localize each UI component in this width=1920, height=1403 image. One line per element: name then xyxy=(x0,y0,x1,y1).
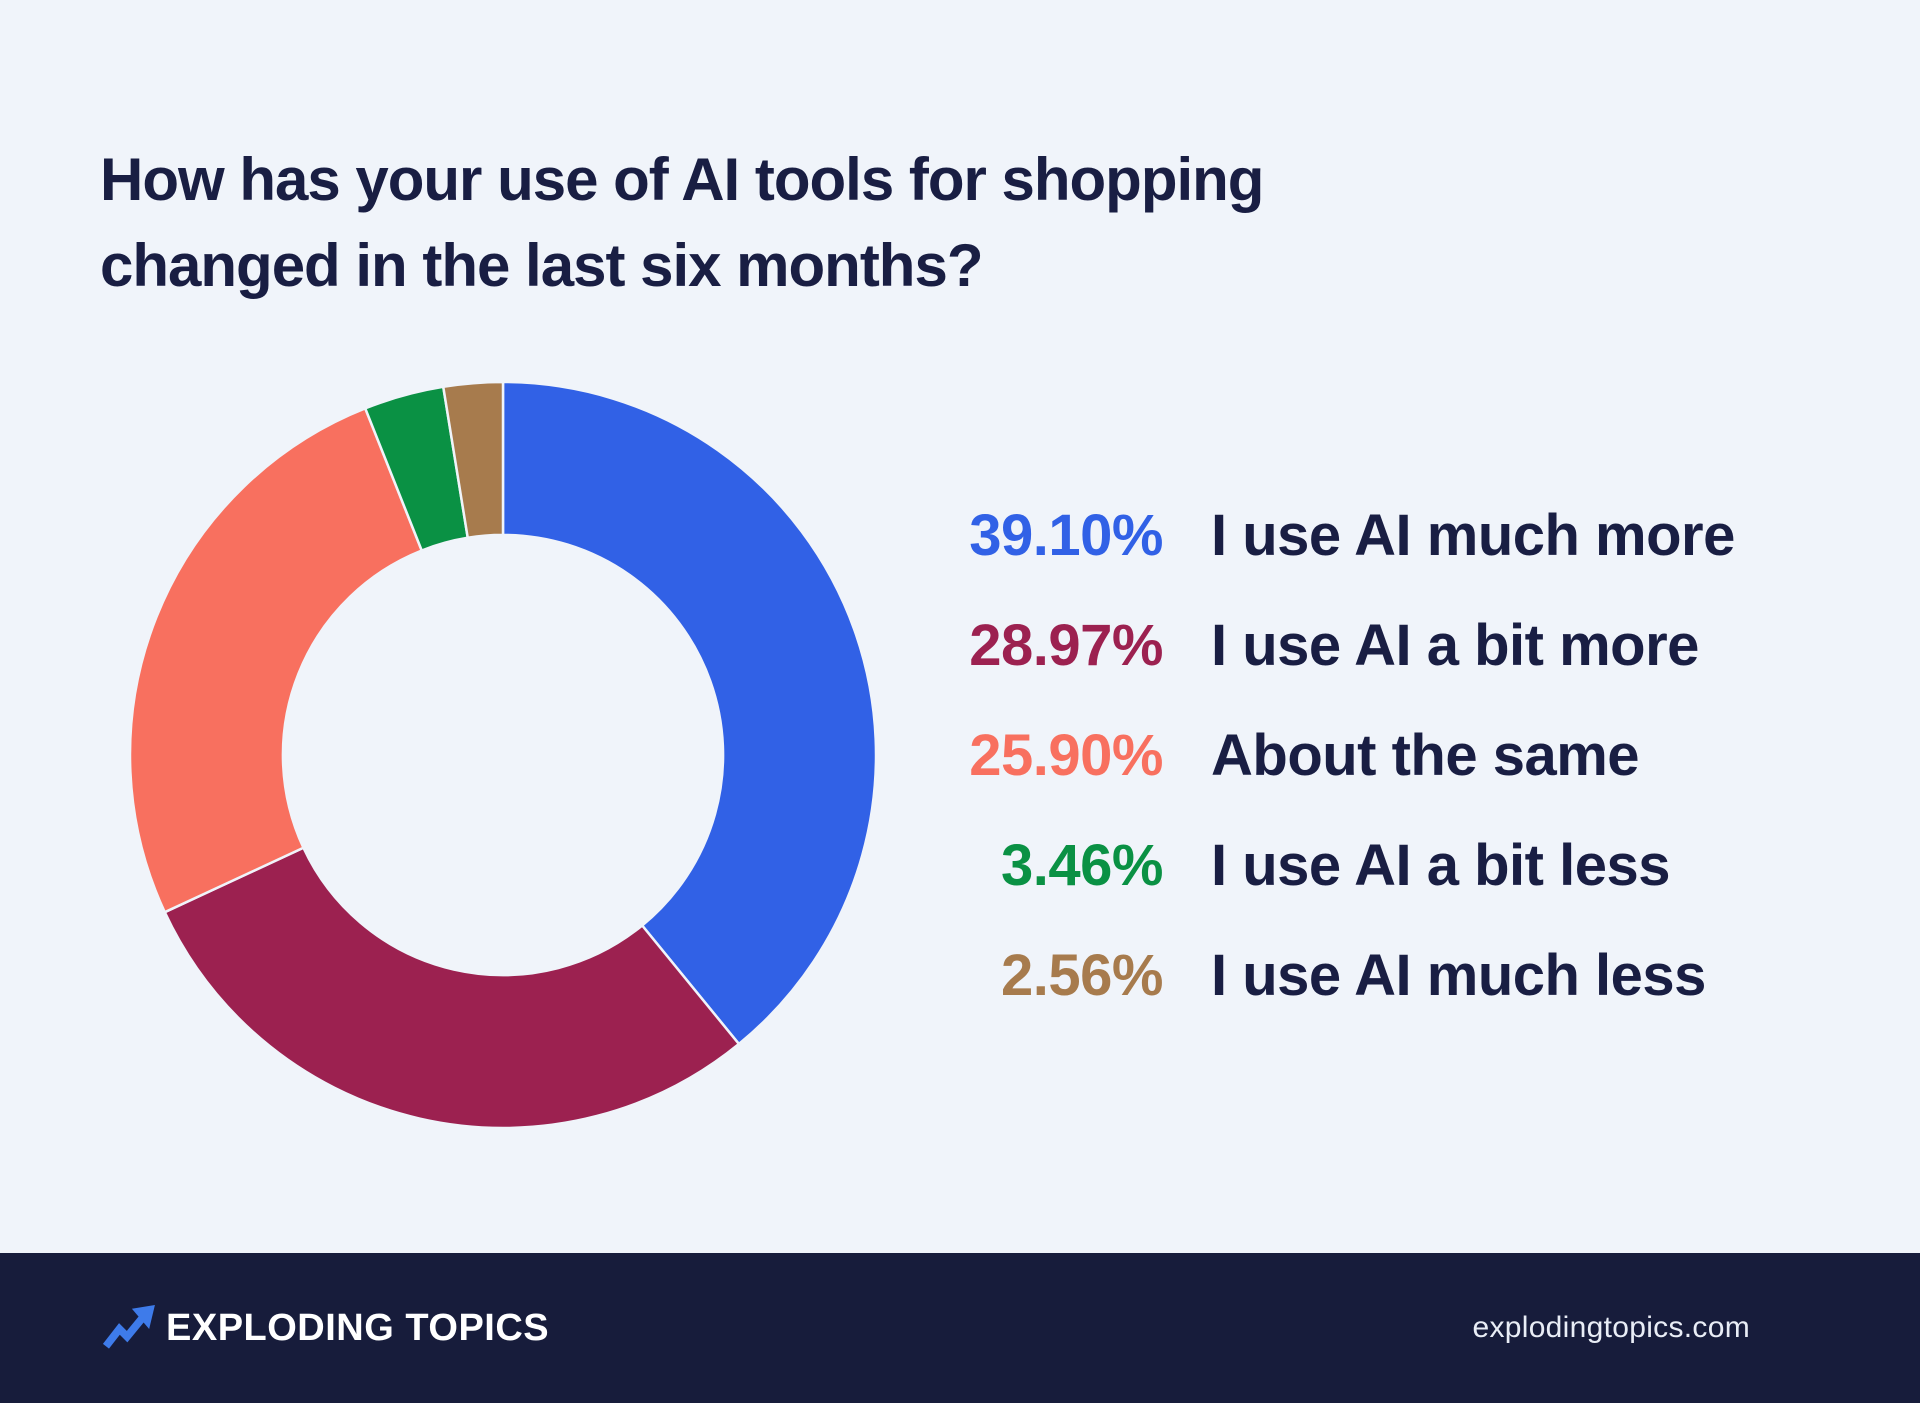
donut-slice-0 xyxy=(501,380,878,1046)
brand-name: EXPLODING TOPICS xyxy=(166,1306,550,1349)
legend-row: 28.97% I use AI a bit more xyxy=(853,590,1773,700)
donut-chart xyxy=(128,380,878,1130)
donut-slice-1 xyxy=(163,846,741,1130)
legend-label: About the same xyxy=(1211,722,1640,788)
donut-slice-2 xyxy=(128,406,424,914)
legend-value: 25.90% xyxy=(969,722,1163,788)
legend-value: 3.46% xyxy=(1001,832,1163,898)
chart-legend: 39.10% I use AI much more 28.97% I use A… xyxy=(853,480,1773,1030)
legend-label: I use AI much less xyxy=(1211,942,1706,1008)
footer-website: explodingtopics.com xyxy=(1472,1311,1750,1344)
legend-value: 2.56% xyxy=(1001,942,1163,1008)
page-title: How has your use of AI tools for shoppin… xyxy=(100,137,1264,309)
legend-row: 25.90% About the same xyxy=(853,700,1773,810)
legend-label: I use AI a bit more xyxy=(1211,612,1699,678)
legend-label: I use AI much more xyxy=(1211,502,1735,568)
legend-label: I use AI a bit less xyxy=(1211,832,1670,898)
page-title-line-1: How has your use of AI tools for shoppin… xyxy=(100,146,1264,214)
trending-up-arrow-icon xyxy=(102,1304,155,1349)
donut-slice-4 xyxy=(441,380,505,540)
brand-logo: EXPLODING TOPICS xyxy=(100,1304,549,1352)
legend-value: 28.97% xyxy=(969,612,1163,678)
legend-row: 3.46% I use AI a bit less xyxy=(853,810,1773,920)
donut-chart-container xyxy=(125,377,881,1133)
legend-row: 2.56% I use AI much less xyxy=(853,920,1773,1030)
legend-value: 39.10% xyxy=(969,502,1163,568)
footer-bar: EXPLODING TOPICS explodingtopics.com xyxy=(0,1253,1920,1403)
page-title-line-2: changed in the last six months? xyxy=(100,232,983,300)
legend-row: 39.10% I use AI much more xyxy=(853,480,1773,590)
